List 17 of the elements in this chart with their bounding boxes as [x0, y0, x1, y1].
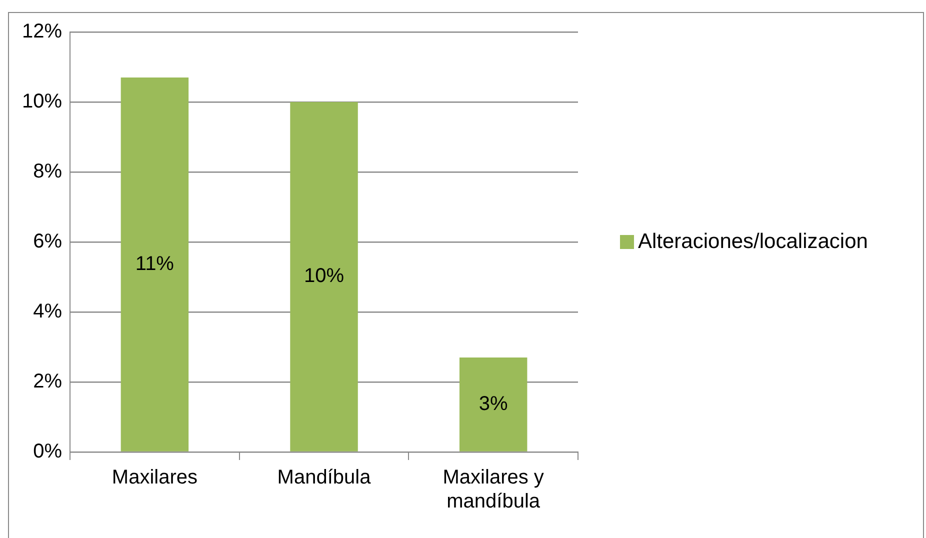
legend-label: Alteraciones/localizacion — [638, 230, 868, 253]
y-tick-label: 2% — [33, 370, 62, 393]
data-label: 3% — [478, 392, 508, 415]
y-tick-label: 12% — [22, 20, 62, 43]
y-tick-label: 10% — [22, 90, 62, 113]
y-tick-label: 8% — [33, 160, 62, 183]
data-label: 11% — [135, 252, 174, 275]
x-tick-label: Mandíbula — [277, 466, 372, 489]
y-tick-label: 0% — [33, 440, 62, 463]
y-tick-label: 6% — [33, 230, 62, 253]
x-tick-label: Maxilares y mandíbula — [442, 466, 544, 513]
data-label: 10% — [304, 265, 344, 288]
bar — [120, 78, 189, 452]
x-tick-label: Maxilares — [112, 466, 198, 489]
bar — [459, 358, 528, 452]
bar — [290, 102, 358, 452]
y-tick-label: 4% — [33, 300, 62, 323]
